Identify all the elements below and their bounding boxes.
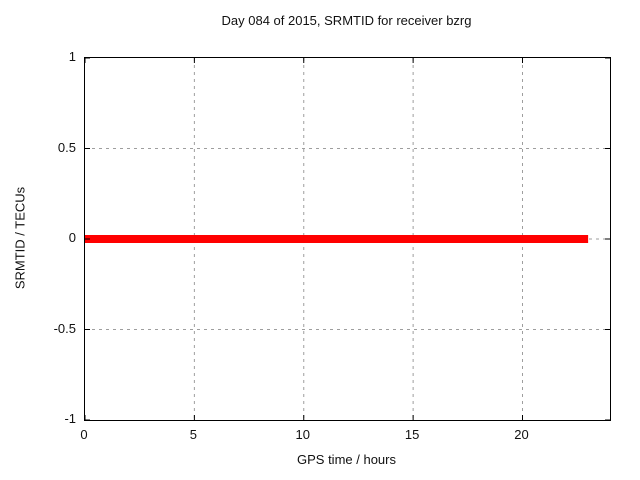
x-axis-label: GPS time / hours <box>297 452 396 467</box>
plot-area <box>84 57 611 421</box>
x-tick-label: 10 <box>295 427 310 442</box>
x-tick-label: 15 <box>404 427 420 442</box>
chart-title: Day 084 of 2015, SRMTID for receiver bzr… <box>221 13 472 28</box>
y-tick-label: 0.5 <box>57 139 76 155</box>
x-tick-label: 0 <box>80 427 88 442</box>
y-tick-label: -0.5 <box>53 320 76 336</box>
x-tick-label: 20 <box>514 427 529 442</box>
x-tick-label: 5 <box>189 427 197 442</box>
y-tick-label: 1 <box>68 49 76 64</box>
y-tick-label: -1 <box>64 411 76 426</box>
y-tick-label: 0 <box>68 230 76 245</box>
plot-canvas <box>85 58 610 420</box>
